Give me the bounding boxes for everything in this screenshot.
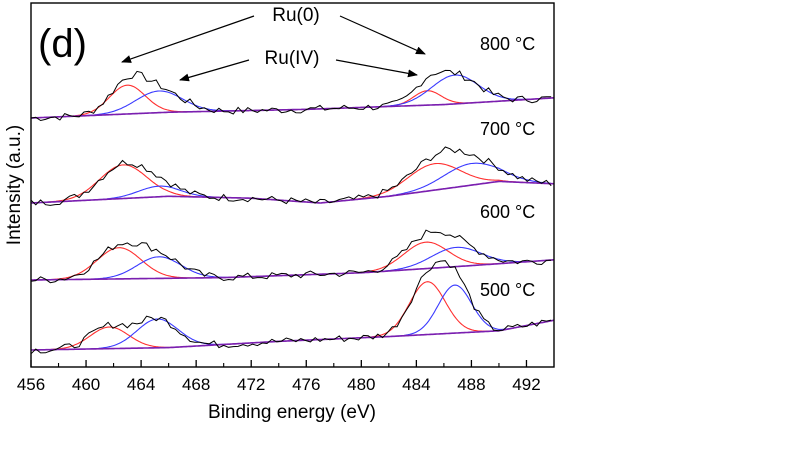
raw-spectrum (30, 229, 552, 284)
raw-spectrum (30, 146, 552, 206)
plot-frame (30, 2, 555, 368)
annotations: Ru(0) Ru(IV) (121, 5, 426, 82)
annotation-ru4: Ru(IV) (179, 48, 418, 82)
annotation-arrow (335, 59, 418, 78)
temperature-label: 700 °C (480, 119, 535, 139)
y-axis-label: Intensity (a.u.) (4, 125, 25, 245)
x-axis: 456 460 464 468 472 476 480 484 488 492 (17, 360, 541, 394)
x-tick-label: 464 (127, 375, 155, 394)
x-tick-label: 484 (402, 375, 430, 394)
temperature-label: 500 °C (480, 280, 535, 300)
x-tick-label: 472 (237, 375, 265, 394)
spectrum-800c: 800 °C (30, 34, 555, 122)
spectrum-500c: 500 °C (30, 260, 555, 355)
background-line (31, 319, 555, 351)
temperature-label: 600 °C (480, 202, 535, 222)
annotation-label: Ru(0) (272, 5, 320, 26)
background-line (30, 97, 555, 119)
x-tick-label: 456 (17, 375, 45, 394)
annotation-arrow (179, 59, 250, 82)
fit-peak-ru0-2 (30, 162, 555, 204)
annotation-ru0: Ru(0) (121, 5, 426, 63)
annotation-arrow (339, 15, 426, 55)
annotation-label: Ru(IV) (265, 48, 320, 69)
x-tick-label: 492 (512, 375, 540, 394)
fit-peak-ru4-3 (30, 162, 555, 204)
x-tick-label: 488 (457, 375, 485, 394)
spectrum-700c: 700 °C (30, 119, 555, 206)
x-axis-label: Binding energy (eV) (208, 402, 376, 423)
x-tick-label: 476 (292, 375, 320, 394)
temperature-label: 800 °C (480, 34, 535, 54)
x-tick-label: 460 (72, 375, 100, 394)
spectrum-600c: 600 °C (30, 202, 555, 284)
panel-label: (d) (38, 22, 87, 66)
background-line (31, 259, 555, 281)
plot-layer: 800 °C 700 °C 600 °C 500 °C (30, 34, 555, 355)
x-tick-label: 480 (347, 375, 375, 394)
x-tick-label: 468 (182, 375, 210, 394)
raw-spectrum (30, 69, 552, 122)
background-line (30, 180, 555, 204)
fit-peak-ru0-0 (30, 84, 555, 119)
raw-spectrum (30, 260, 552, 355)
annotation-arrow (121, 15, 255, 63)
